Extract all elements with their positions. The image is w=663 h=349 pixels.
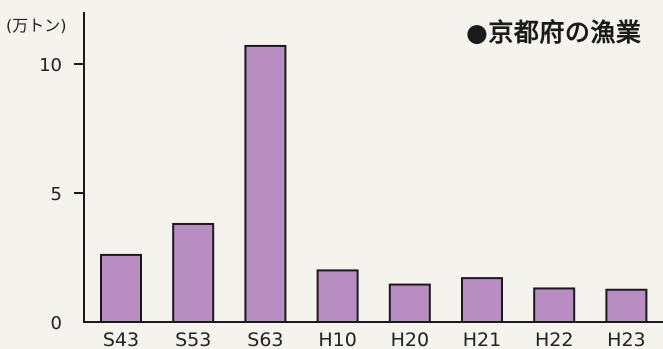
y-axis-unit-label: (万トン) [6, 16, 67, 35]
bar-H20 [388, 283, 431, 323]
x-tick-label: S63 [247, 329, 283, 349]
bar-S53 [172, 222, 215, 324]
y-tick-label: 0 [51, 313, 62, 334]
bar-H21 [461, 277, 503, 324]
y-tick-label: 10 [39, 55, 62, 76]
bar-S63 [244, 44, 287, 323]
x-tick-label: H20 [391, 329, 429, 349]
x-tick-label: H21 [463, 329, 501, 349]
x-tick-label: H23 [607, 329, 645, 349]
x-tick-label: H10 [318, 329, 356, 349]
bar-S43 [100, 253, 142, 323]
x-tick-label: S53 [175, 329, 211, 349]
bar-H10 [316, 269, 359, 323]
x-tick-label: S43 [103, 329, 139, 349]
bar-H23 [605, 288, 648, 323]
y-tick-label: 5 [51, 184, 62, 205]
chart-title: ●京都府の漁業 [466, 18, 642, 47]
bar-H22 [533, 287, 576, 323]
x-tick-label: H22 [535, 329, 573, 349]
